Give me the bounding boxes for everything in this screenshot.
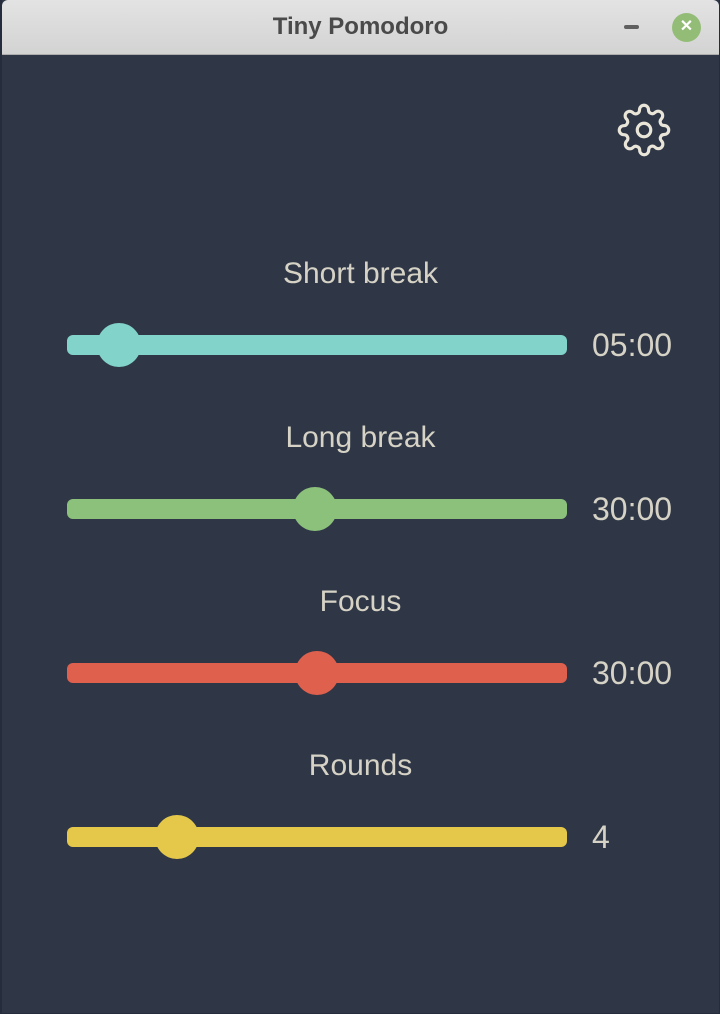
slider-track-focus[interactable]	[67, 651, 567, 695]
window-title: Tiny Pomodoro	[272, 13, 449, 40]
slider-value-long-break: 30:00	[592, 491, 673, 527]
titlebar: Tiny Pomodoro ✕	[2, 0, 719, 55]
slider-row: 05:00	[2, 323, 719, 367]
slider-value-rounds: 4	[592, 819, 610, 855]
slider-track-short-break[interactable]	[67, 323, 567, 367]
slider-label-rounds: Rounds	[308, 749, 413, 782]
slider-label-focus: Focus	[319, 585, 402, 618]
slider-track-rounds[interactable]	[67, 815, 567, 859]
close-x-icon: ✕	[679, 18, 694, 35]
slider-handle-focus[interactable]	[295, 651, 339, 695]
slider-group-focus: Focus 30:00	[2, 584, 719, 695]
slider-label-long-break: Long break	[285, 421, 436, 454]
slider-group-long-break: Long break 30:00	[2, 420, 719, 531]
slider-handle-long-break[interactable]	[293, 487, 337, 531]
slider-row: 30:00	[2, 651, 719, 695]
slider-group-rounds: Rounds 4	[2, 748, 719, 859]
slider-label-short-break: Short break	[282, 257, 439, 290]
slider-track-long-break[interactable]	[67, 487, 567, 531]
window-controls: ✕	[620, 0, 701, 54]
main-content: Short break 05:00 Long break 30:00	[2, 55, 719, 859]
slider-row: 30:00	[2, 487, 719, 531]
close-button[interactable]: ✕	[672, 12, 701, 42]
slider-handle-rounds[interactable]	[155, 815, 199, 859]
slider-track-bar[interactable]	[67, 335, 567, 355]
slider-value-short-break: 05:00	[592, 327, 673, 363]
toolbar-row	[2, 55, 719, 157]
minimize-button[interactable]	[620, 16, 642, 38]
gear-icon	[617, 103, 671, 157]
minimize-dash-icon	[623, 25, 639, 29]
slider-handle-short-break[interactable]	[97, 323, 141, 367]
slider-track-bar[interactable]	[67, 827, 567, 847]
slider-group-short-break: Short break 05:00	[2, 256, 719, 367]
settings-button[interactable]	[617, 103, 671, 157]
slider-row: 4	[2, 815, 719, 859]
slider-value-focus: 30:00	[592, 655, 673, 691]
slider-list: Short break 05:00 Long break 30:00	[2, 256, 719, 859]
